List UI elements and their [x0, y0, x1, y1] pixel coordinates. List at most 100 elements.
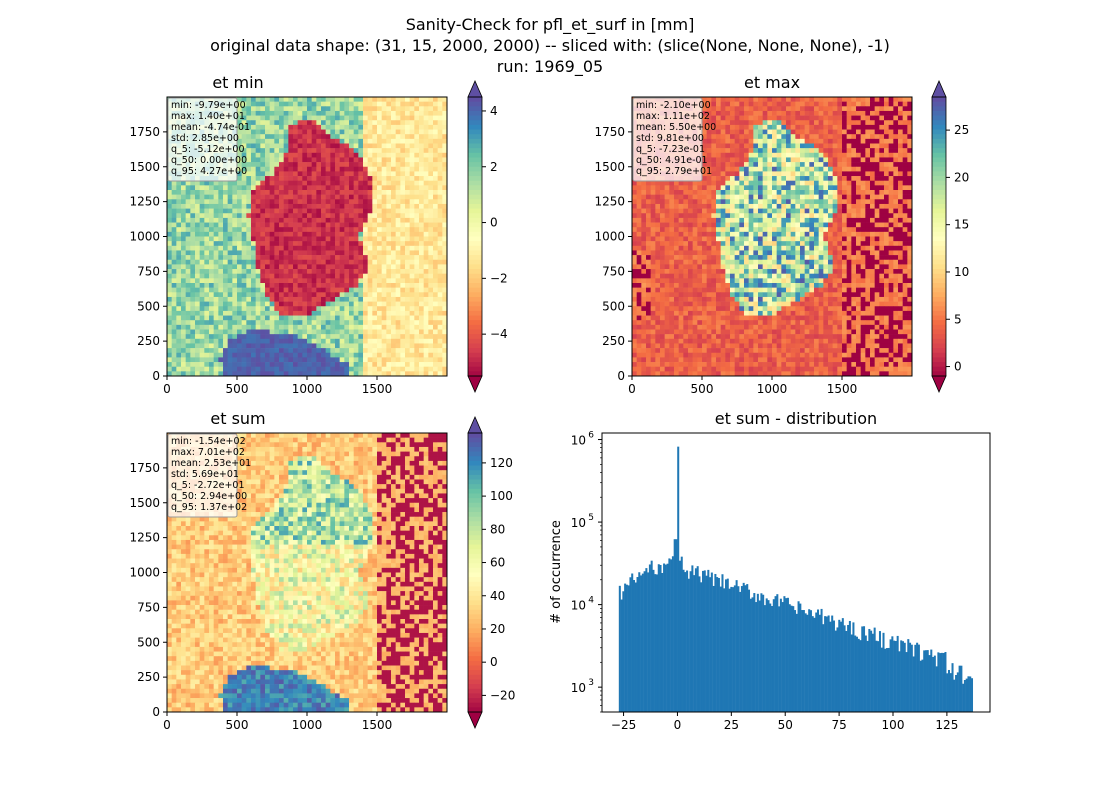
- heatmap-cell: [400, 190, 406, 195]
- heatmap-cell: [748, 180, 754, 186]
- heatmap-cell: [185, 348, 191, 354]
- heatmap-cell: [269, 357, 275, 363]
- colorbar-segment: [468, 357, 482, 363]
- heatmap-cell: [265, 213, 270, 219]
- heatmap-cell: [405, 162, 410, 168]
- heatmap-cell: [744, 152, 749, 158]
- y-tick-label: 250: [137, 334, 160, 348]
- heatmap-cell: [293, 222, 298, 228]
- heatmap-cell: [302, 236, 308, 242]
- heatmap-cell: [353, 97, 359, 102]
- heatmap-cell: [339, 217, 345, 223]
- heatmap-cell: [307, 315, 312, 321]
- heatmap-cell: [260, 166, 266, 172]
- heatmap-cell: [856, 120, 861, 126]
- heatmap-cell: [218, 324, 224, 330]
- heatmap-cell: [386, 148, 392, 154]
- heatmap-cell: [246, 143, 252, 149]
- heatmap-cell: [339, 106, 345, 112]
- heatmap-cell: [218, 222, 224, 228]
- heatmap-cell: [269, 259, 275, 265]
- heatmap-cell: [260, 371, 266, 377]
- heatmap-cell: [195, 227, 200, 233]
- heatmap-cell: [185, 222, 191, 228]
- heatmap-cell: [297, 227, 303, 233]
- colorbar-segment: [468, 334, 482, 340]
- heatmap-cell: [316, 343, 322, 349]
- heatmap-cell: [358, 231, 364, 237]
- heatmap-cell: [283, 124, 289, 130]
- heatmap-cell: [414, 138, 420, 144]
- colorbar-segment: [468, 259, 482, 265]
- heatmap-cell: [386, 352, 392, 358]
- heatmap-cell: [297, 222, 303, 228]
- heatmap-cell: [762, 166, 768, 172]
- heatmap-cell: [218, 352, 224, 358]
- heatmap-cell: [428, 217, 434, 223]
- heatmap-cell: [405, 245, 410, 251]
- heatmap-cell: [330, 357, 336, 363]
- heatmap-cell: [358, 255, 364, 261]
- heatmap-cell: [893, 143, 899, 149]
- heatmap-cell: [181, 259, 186, 265]
- heatmap-cell: [293, 273, 298, 279]
- heatmap-cell: [265, 203, 270, 209]
- heatmap-cell: [349, 241, 354, 247]
- heatmap-cell: [260, 124, 266, 130]
- heatmap-cell: [423, 343, 429, 349]
- heatmap-cell: [260, 264, 266, 270]
- heatmap-cell: [199, 352, 205, 358]
- heatmap-cell: [251, 129, 256, 135]
- heatmap-cell: [879, 134, 885, 140]
- heatmap-cell: [335, 213, 340, 219]
- heatmap-cell: [195, 348, 200, 354]
- heatmap-cell: [316, 338, 322, 344]
- heatmap-cell: [414, 352, 420, 358]
- heatmap-cell: [223, 334, 228, 340]
- heatmap-cell: [405, 236, 410, 242]
- heatmap-cell: [781, 190, 787, 195]
- heatmap-cell: [293, 343, 298, 349]
- heatmap-cell: [185, 255, 191, 261]
- heatmap-cell: [381, 152, 387, 158]
- heatmap-cell: [391, 259, 396, 265]
- heatmap-cell: [433, 348, 438, 354]
- heatmap-cell: [335, 329, 340, 335]
- colorbar-segment: [468, 148, 482, 154]
- heatmap-cell: [842, 185, 847, 191]
- heatmap-cell: [437, 162, 443, 168]
- heatmap-cell: [176, 203, 182, 209]
- heatmap-cell: [363, 162, 368, 168]
- heatmap-cell: [297, 152, 303, 158]
- heatmap-cell: [898, 148, 903, 154]
- heatmap-cell: [846, 129, 852, 135]
- heatmap-cell: [828, 180, 833, 186]
- heatmap-cell: [260, 115, 266, 121]
- heatmap-cell: [344, 213, 350, 219]
- heatmap-cell: [400, 134, 406, 140]
- heatmap-cell: [409, 334, 415, 340]
- heatmap-cell: [176, 194, 182, 200]
- heatmap-cell: [279, 208, 284, 214]
- heatmap-cell: [339, 180, 345, 186]
- heatmap-cell: [767, 101, 773, 107]
- heatmap-cell: [870, 134, 875, 140]
- heatmap-cell: [442, 343, 448, 349]
- heatmap-cell: [405, 134, 410, 140]
- heatmap-cell: [419, 143, 424, 149]
- heatmap-cell: [433, 301, 438, 307]
- heatmap-cell: [725, 97, 731, 102]
- heatmap-cell: [795, 106, 801, 112]
- heatmap-cell: [367, 283, 373, 288]
- heatmap-cell: [288, 310, 294, 316]
- heatmap-cell: [316, 194, 322, 200]
- heatmap-cell: [437, 245, 443, 251]
- heatmap-cell: [227, 241, 233, 247]
- heatmap-cell: [255, 138, 261, 144]
- heatmap-cell: [185, 273, 191, 279]
- heatmap-cell: [846, 176, 852, 181]
- heatmap-cell: [325, 315, 331, 321]
- heatmap-cell: [218, 217, 224, 223]
- heatmap-cell: [209, 348, 214, 354]
- heatmap-cell: [223, 180, 228, 186]
